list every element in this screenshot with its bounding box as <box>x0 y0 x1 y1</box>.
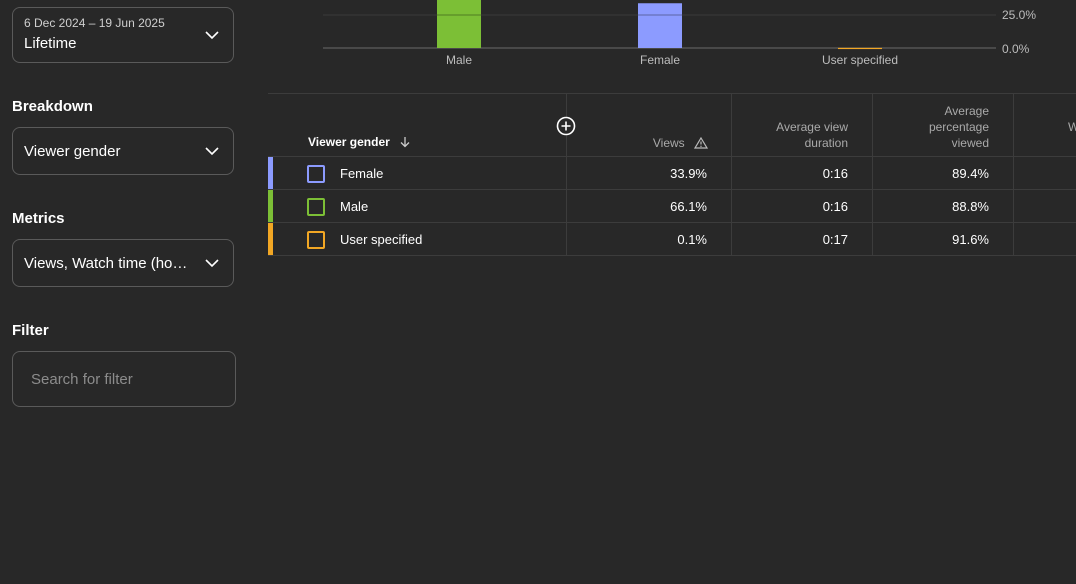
row-avg-pct: 91.6% <box>952 232 989 247</box>
breakdown-value: Viewer gender <box>24 143 121 160</box>
add-circle-icon[interactable] <box>556 116 576 136</box>
column-header-label-line: viewed <box>951 136 989 150</box>
column-header-label-line: Average <box>944 104 989 118</box>
table-row[interactable]: User specified 0.1% 0:17 91.6% <box>268 223 1076 256</box>
column-header-average-view-duration[interactable]: Average view duration <box>740 119 848 151</box>
y-tick-25: 25.0% <box>1002 8 1037 22</box>
column-header-label-line: Average view <box>776 120 848 134</box>
row-divider <box>268 255 1076 256</box>
chevron-down-icon <box>205 259 219 268</box>
row-divider <box>268 189 1076 190</box>
chevron-down-icon <box>205 31 219 40</box>
row-color-bar <box>268 157 273 189</box>
row-views: 33.9% <box>670 166 707 181</box>
column-header-label: Views <box>652 136 685 150</box>
column-header-label-line: percentage <box>928 120 989 134</box>
row-name: Male <box>340 199 369 214</box>
column-header-viewer-gender[interactable]: Viewer gender <box>308 135 411 149</box>
column-header-label: Viewer gender <box>308 135 390 149</box>
bar-user-specified[interactable] <box>838 47 882 50</box>
gender-bar-chart: Male Female User specified 25.0% 0.0% <box>268 0 1076 70</box>
table-row[interactable]: Male 66.1% 0:16 88.8% <box>268 190 1076 223</box>
column-header-watch-time-partial[interactable]: W <box>1068 120 1076 134</box>
row-avg-duration: 0:17 <box>822 232 848 247</box>
row-name: User specified <box>340 232 423 247</box>
metrics-title: Metrics <box>12 210 65 227</box>
filter-title: Filter <box>12 322 49 339</box>
y-tick-0: 0.0% <box>1002 42 1030 56</box>
x-label-male: Male <box>445 53 473 67</box>
row-name: Female <box>340 166 384 181</box>
arrow-down-icon <box>400 137 410 148</box>
row-avg-pct: 89.4% <box>952 166 989 181</box>
column-header-views[interactable]: Views <box>620 135 709 151</box>
row-avg-pct: 88.8% <box>952 199 989 214</box>
x-label-user-specified: User specified <box>821 53 899 67</box>
chevron-down-icon <box>205 147 219 156</box>
date-range-label: Lifetime <box>24 35 77 52</box>
bar-female[interactable] <box>638 3 682 49</box>
metrics-value: Views, Watch time (hours) <box>24 255 194 272</box>
x-label-female: Female <box>639 53 681 67</box>
column-header-average-percentage-viewed[interactable]: Average percentage viewed <box>880 103 989 151</box>
column-divider <box>566 93 567 256</box>
row-checkbox[interactable] <box>307 198 325 216</box>
warning-triangle-icon <box>693 136 709 149</box>
column-divider <box>731 93 732 256</box>
row-checkbox[interactable] <box>307 231 325 249</box>
table-header-divider <box>268 156 1076 157</box>
row-avg-duration: 0:16 <box>822 166 848 181</box>
date-range-text: 6 Dec 2024 – 19 Jun 2025 <box>24 16 165 30</box>
row-views: 66.1% <box>670 199 707 214</box>
column-divider <box>1013 93 1014 256</box>
column-header-label-line: duration <box>804 136 848 150</box>
row-views: 0.1% <box>677 232 707 247</box>
row-divider <box>268 222 1076 223</box>
breakdown-title: Breakdown <box>12 98 93 115</box>
row-avg-duration: 0:16 <box>822 199 848 214</box>
date-range-dropdown[interactable]: 6 Dec 2024 – 19 Jun 2025 Lifetime <box>12 7 234 63</box>
row-color-bar <box>268 190 273 222</box>
row-color-bar <box>268 223 273 255</box>
table-row[interactable]: Female 33.9% 0:16 89.4% <box>268 157 1076 190</box>
chart-canvas <box>323 0 996 50</box>
metrics-dropdown[interactable]: Views, Watch time (hours) <box>12 239 234 287</box>
column-divider <box>872 93 873 256</box>
filter-search-input[interactable] <box>12 351 236 407</box>
row-checkbox[interactable] <box>307 165 325 183</box>
breakdown-dropdown[interactable]: Viewer gender <box>12 127 234 175</box>
table-top-divider <box>268 93 1076 94</box>
bar-male[interactable] <box>437 0 481 48</box>
